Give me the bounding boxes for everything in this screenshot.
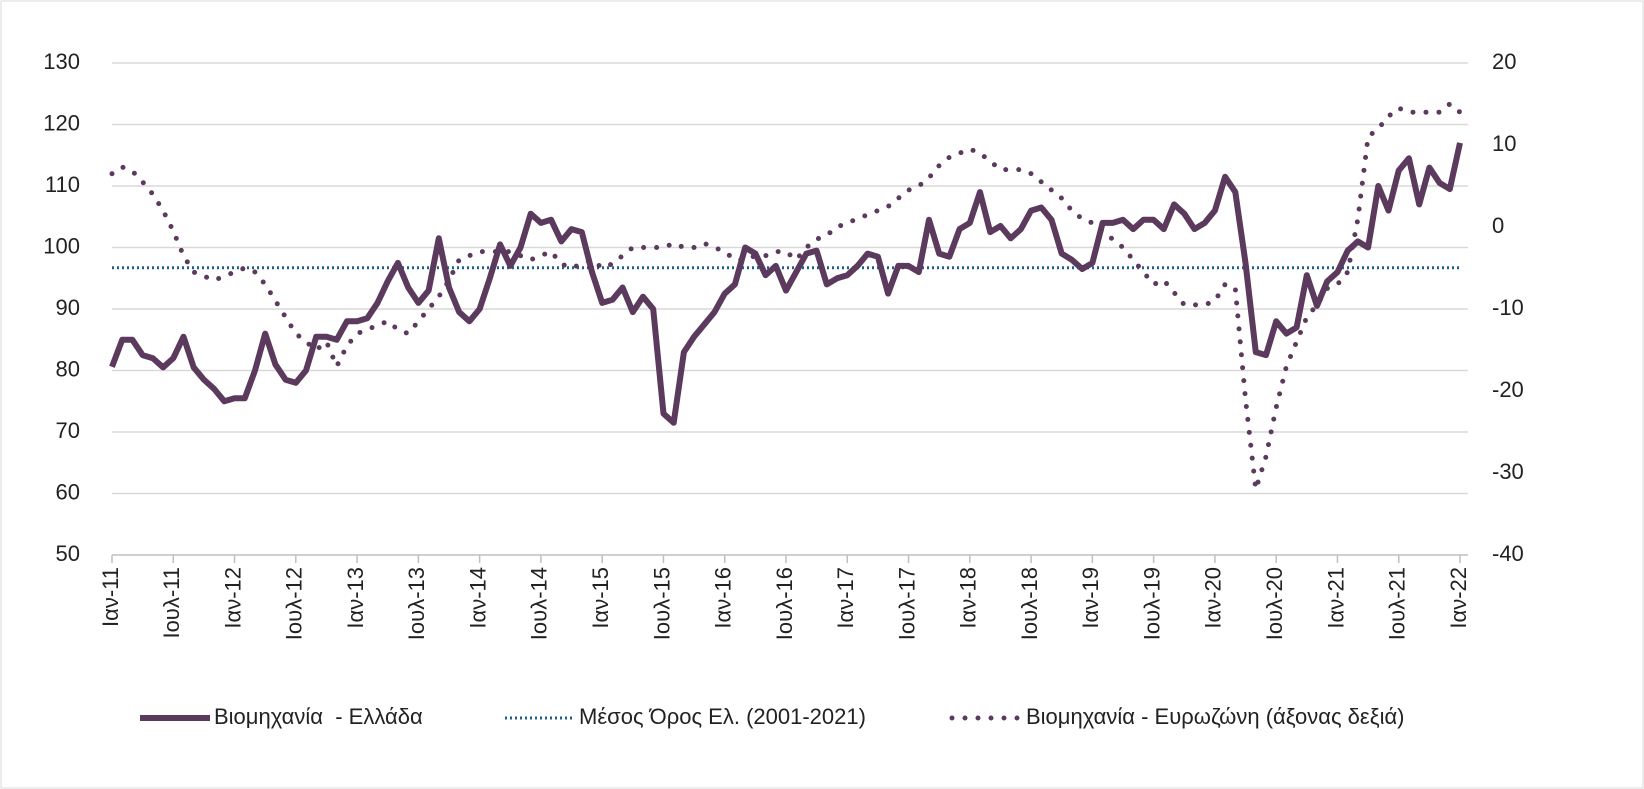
x-tick-label: Ιουλ-19: [1139, 567, 1164, 640]
x-tick-label: Ιουλ-11: [159, 567, 184, 639]
series-line: [109, 100, 1463, 491]
y-tick-label: 80: [56, 356, 80, 381]
y-tick-label: 50: [56, 541, 80, 566]
y-tick-label: 110: [45, 172, 80, 197]
x-tick-label: Ιαν-12: [220, 567, 245, 629]
x-tick-label: Ιουλ-18: [1017, 567, 1042, 640]
y-tick-label: 70: [56, 418, 80, 443]
x-tick-label: Ιαν-18: [956, 567, 981, 629]
x-tick-label: Ιαν-15: [588, 567, 613, 629]
legend-label: Μέσος Όρος Ελ. (2001-2021): [579, 704, 866, 729]
y2-tick-label: 0: [1492, 213, 1504, 238]
x-tick-label: Ιουλ-20: [1262, 567, 1287, 640]
y2-tick-label: 20: [1492, 49, 1516, 74]
x-tick-label: Ιαν-16: [711, 567, 736, 629]
y-tick-label: 100: [43, 233, 80, 258]
x-tick-label: Ιαν-20: [1201, 567, 1226, 629]
x-tick-label: Ιουλ-15: [649, 567, 674, 640]
y2-tick-label: -20: [1492, 377, 1524, 402]
x-tick-label: Ιουλ-14: [527, 567, 552, 640]
x-tick-label: Ιαν-22: [1446, 567, 1471, 629]
x-tick-label: Ιαν-19: [1078, 567, 1103, 629]
x-tick-label: Ιουλ-21: [1385, 567, 1410, 640]
y-tick-label: 120: [43, 110, 80, 135]
x-tick-label: Ιουλ-12: [282, 567, 307, 640]
y2-tick-label: -30: [1492, 459, 1524, 484]
y-tick-label: 90: [56, 295, 80, 320]
x-tick-label: Ιαν-13: [343, 567, 368, 629]
series-line: [109, 142, 1463, 426]
y2-tick-label: -40: [1492, 541, 1524, 566]
x-tick-label: Ιαν-11: [98, 567, 123, 627]
x-tick-label: Ιουλ-17: [894, 567, 919, 640]
legend-label: Βιομηχανία - Ευρωζώνη (άξονας δεξιά): [1026, 704, 1405, 729]
y2-tick-label: -10: [1492, 295, 1524, 320]
y-tick-label: 60: [56, 479, 80, 504]
legend-label: Βιομηχανία - Ελλάδα: [214, 704, 423, 729]
x-tick-label: Ιουλ-16: [772, 567, 797, 640]
x-tick-label: Ιαν-21: [1323, 567, 1348, 629]
y2-tick-label: 10: [1492, 131, 1516, 156]
y-tick-label: 130: [43, 49, 80, 74]
x-tick-label: Ιουλ-13: [404, 567, 429, 640]
x-tick-label: Ιαν-17: [833, 567, 858, 629]
x-tick-label: Ιαν-14: [465, 567, 490, 629]
